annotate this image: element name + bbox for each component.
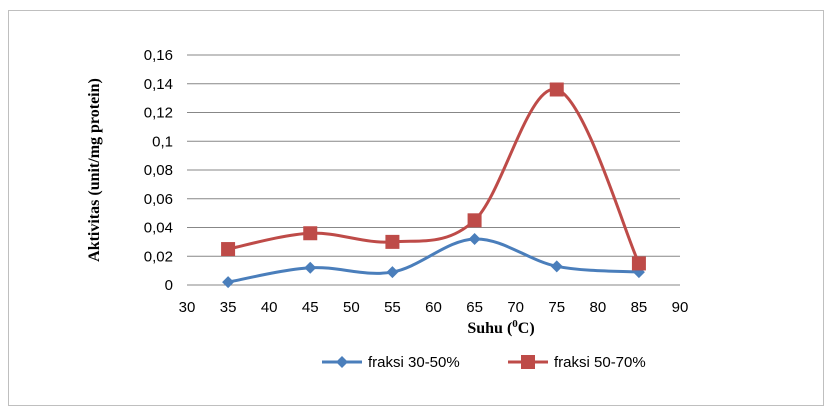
x-tick-label: 75: [548, 299, 565, 316]
y-tick-label: 0: [165, 277, 173, 294]
x-tick-label: 50: [343, 299, 360, 316]
y-tick-labels: 0 0,02 0,04 0,06 0,08 0,1 0,12 0,14 0,16: [144, 47, 173, 294]
legend-label: fraksi 30-50%: [368, 354, 460, 371]
data-point: [304, 261, 317, 274]
legend-marker: [336, 356, 348, 368]
data-point: [631, 256, 646, 271]
y-tick-label: 0,14: [144, 76, 173, 93]
x-axis-title: Suhu (0C): [467, 318, 534, 337]
x-tick-label: 90: [672, 299, 689, 316]
x-tick-label: 55: [384, 299, 401, 316]
data-point: [549, 82, 564, 97]
data-point: [221, 242, 236, 257]
x-tick-label: 35: [220, 299, 237, 316]
data-point: [468, 233, 481, 245]
x-tick-label: 60: [425, 299, 442, 316]
y-tick-label: 0,08: [144, 162, 173, 179]
y-axis-title: Aktivitas (unit/mg protein): [86, 78, 103, 262]
x-tick-label: 80: [589, 299, 606, 316]
data-point: [386, 266, 399, 279]
data-point: [303, 226, 318, 241]
data-point: [385, 234, 400, 249]
series-group: [221, 82, 646, 289]
x-tick-label: 85: [631, 299, 648, 316]
legend: fraksi 30-50% fraksi 50-70%: [322, 354, 646, 371]
y-tick-label: 0,02: [144, 248, 173, 265]
y-tick-label: 0,1: [152, 133, 173, 150]
x-tick-label: 70: [507, 299, 524, 316]
gridlines: [187, 54, 680, 257]
legend-marker: [521, 355, 535, 369]
legend-label: fraksi 50-70%: [554, 354, 646, 371]
y-tick-label: 0,16: [144, 47, 173, 64]
x-tick-label: 30: [179, 299, 196, 316]
data-point: [222, 276, 235, 289]
series-line: [227, 87, 641, 265]
y-tick-label: 0,06: [144, 191, 173, 208]
legend-item: fraksi 50-70%: [508, 354, 646, 371]
y-tick-label: 0,04: [144, 220, 173, 237]
series-1: [222, 233, 645, 289]
legend-item: fraksi 30-50%: [322, 354, 460, 371]
series-2: [221, 82, 646, 271]
data-point: [467, 213, 482, 228]
series-line: [227, 237, 640, 284]
x-tick-label: 45: [302, 299, 319, 316]
x-tick-label: 65: [466, 299, 483, 316]
chart-frame: [8, 10, 824, 406]
y-tick-label: 0,12: [144, 105, 173, 122]
data-point: [550, 260, 563, 273]
x-tick-label: 40: [261, 299, 278, 316]
x-tick-labels: 30 35 40 45 50 55 60 65 70 75 80 85 90: [179, 299, 689, 316]
